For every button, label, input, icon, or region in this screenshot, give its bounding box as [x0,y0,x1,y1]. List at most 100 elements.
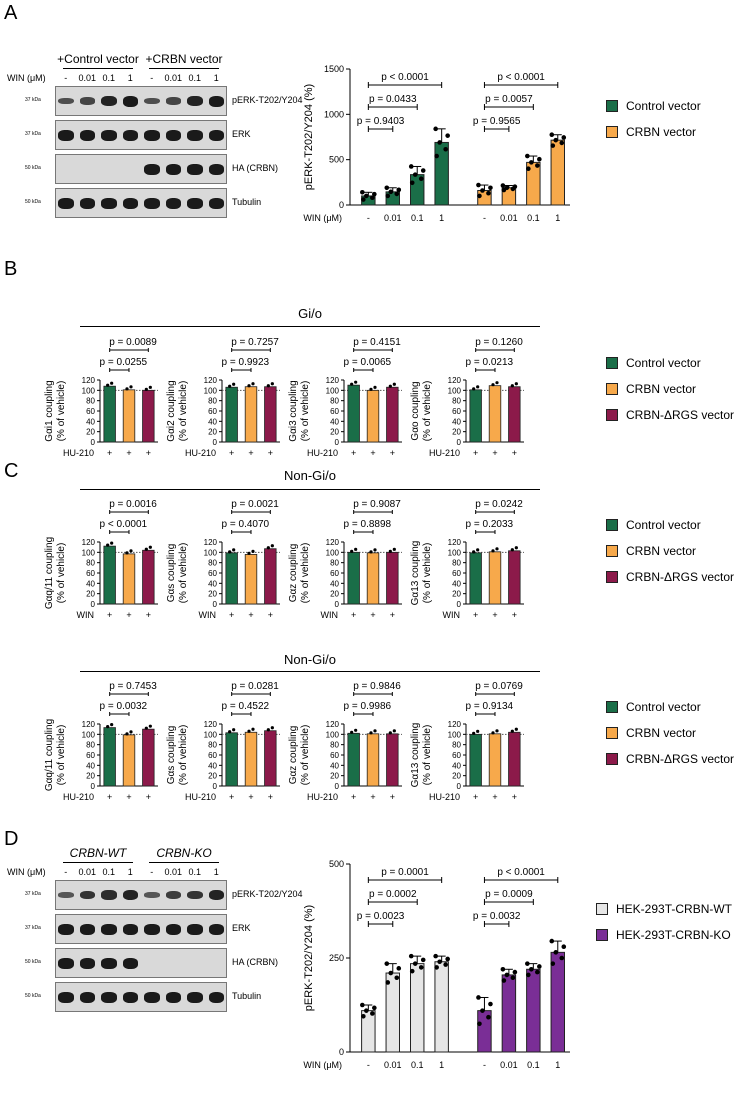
y-tick-label: 20 [452,428,461,437]
data-point [512,969,518,975]
data-point [535,969,540,975]
data-point [266,546,270,550]
y-axis-label: pERK-T202/Y204 (%) [303,84,315,190]
legend-swatch [606,701,618,713]
y-axis-label: (% of vehicle) [178,381,189,442]
data-point [476,548,480,552]
data-point [129,385,133,389]
legend-swatch [606,100,618,112]
data-point [529,160,534,165]
blot-band [208,889,224,901]
data-point [553,137,559,143]
y-tick-label: 80 [330,397,339,406]
data-point [476,995,481,1000]
blot-band [101,197,117,209]
blot-kda-marker: 37 kDa [25,925,41,931]
x-tick-label: + [473,448,478,458]
legend-swatch [596,929,608,941]
y-tick-label: 100 [204,730,218,739]
data-point [510,975,516,981]
y-tick-label: 120 [326,720,340,729]
data-point [125,551,129,555]
blot-band [165,163,181,175]
data-point [370,195,375,201]
y-tick-label: 60 [452,407,461,416]
bar [122,553,136,605]
y-tick-label: 60 [86,407,95,416]
y-axis-label: Gαs coupling [166,726,177,785]
data-point [144,387,148,391]
blot-lane-label: 1 [213,867,219,877]
data-point [477,193,482,199]
blot-kda-marker: 50 kDa [25,959,41,965]
legend-item: CRBN vector [606,726,696,740]
blot-band [144,991,160,1003]
y-tick-label: 0 [213,438,218,447]
x-axis-label: HU-210 [185,448,216,458]
y-tick-label: 0 [213,782,218,791]
x-tick-label: + [268,610,273,620]
legend-swatch [606,571,618,583]
x-axis-label: HU-210 [307,448,338,458]
x-axis-label: WIN [443,610,461,620]
bar [103,385,116,443]
data-point [110,381,114,385]
data-point [364,1008,369,1013]
y-axis-label: (% of vehicle) [300,725,311,786]
data-point [228,550,232,554]
data-point [396,187,402,193]
bar [488,385,502,443]
p-value-label: p = 0.9134 [466,701,514,712]
x-axis-label: WIN [199,610,217,620]
y-tick-label: 0 [339,200,344,210]
legend-label: Control vector [626,700,701,714]
blot-group-label: +CRBN vector [145,52,223,66]
x-tick-label: + [492,792,497,802]
p-value-label: p = 0.9846 [353,681,401,692]
y-tick-label: 1500 [324,64,344,74]
y-tick-label: 40 [86,579,95,588]
legend-label: HEK-293T-CRBN-WT [616,902,733,916]
blot-band [79,129,95,141]
panel-letter-a: A [4,2,18,24]
y-tick-label: 20 [452,590,461,599]
data-point [369,731,373,735]
legend-item: CRBN-ΔRGS vector [606,570,734,584]
y-axis-label: Gαq/11 coupling [44,719,55,791]
y-tick-label: 0 [91,782,96,791]
y-tick-label: 100 [326,548,340,557]
y-axis-label: (% of vehicle) [422,725,433,786]
blot-group-underline [149,68,219,69]
section-title-gio: Gi/o [298,306,322,321]
y-tick-label: 40 [208,579,217,588]
bar [122,389,136,443]
blot-kda-marker: 50 kDa [25,993,41,999]
data-point [445,956,450,962]
p-value-label: p = 0.4522 [222,701,270,712]
bar [488,733,502,787]
data-point [110,541,114,545]
data-point [472,731,476,735]
p-value-label: p = 0.0021 [231,499,279,510]
bar [550,139,565,206]
blot-band [79,890,95,900]
data-point [408,164,414,169]
blot-group-label: +Control vector [57,52,139,66]
p-value-label: p < 0.0001 [100,519,148,530]
x-tick-label: + [473,792,478,802]
legend-item: Control vector [606,518,701,532]
x-tick-label: + [126,610,131,620]
x-tick-label: + [492,448,497,458]
bar [434,961,449,1053]
x-tick-label: + [248,610,253,620]
x-tick-label: + [512,610,517,620]
p-value-label: p = 0.1260 [475,337,523,348]
p-value-label: p = 0.0433 [369,94,417,105]
bar [142,389,155,443]
x-tick-label: 0.01 [500,213,518,223]
data-point [144,547,148,551]
